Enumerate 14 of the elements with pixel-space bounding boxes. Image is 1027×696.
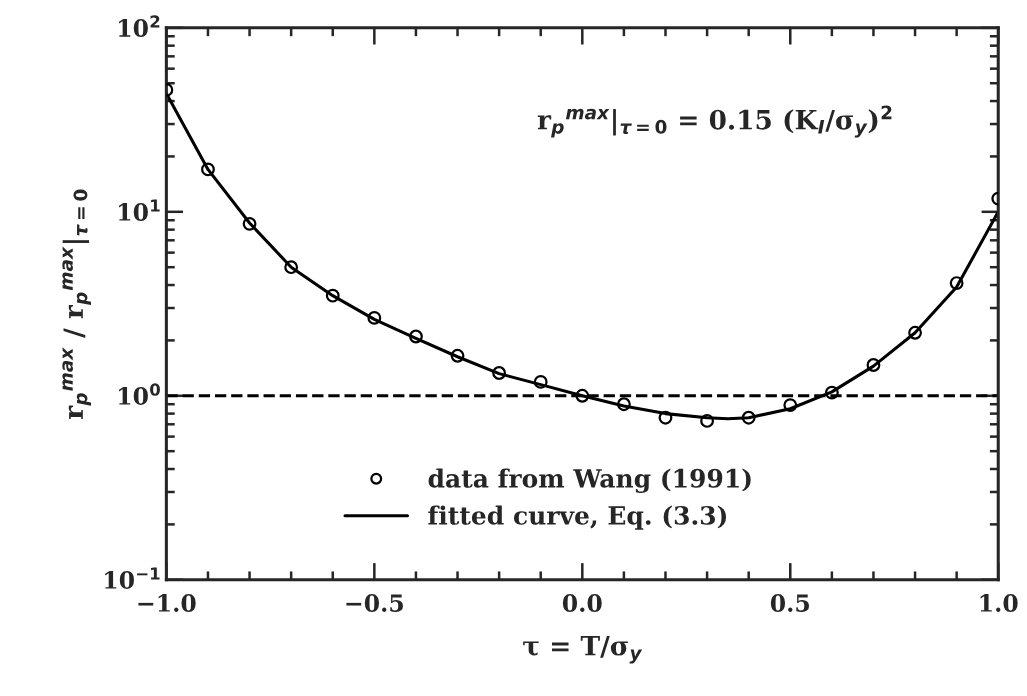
y-tick-label: 10$^{1}$ [119,199,160,221]
x-tick-label: −1.0 [138,594,196,612]
x-tick-label: 1.0 [980,594,1018,612]
x-axis-title: τ = T/σ$_{y}$ [523,635,643,664]
x-tick-label: −0.5 [346,594,403,612]
y-tick-label: 10$^{2}$ [119,15,160,37]
y-tick-label: 10$^{−1}$ [105,567,160,589]
text: r$_{p}$$^{max}$|$_{τ=0}$ = 0.15 (K$_{I}$/σ$_{y}$)$^{2}$ [537,105,892,138]
y-tick-label: 10$^{0}$ [119,383,160,405]
x-tick-label: 0.5 [770,594,810,612]
x-tick-label: 0.0 [562,594,602,612]
y-axis-title: r$_{p}$$^{max}$ / r$_{p}$$^{max}$|$_{τ=0}$ [62,189,91,420]
legend-label: fitted curve, Eq. (3.3) [428,505,727,530]
legend-label: data from Wang (1991) [428,468,751,493]
